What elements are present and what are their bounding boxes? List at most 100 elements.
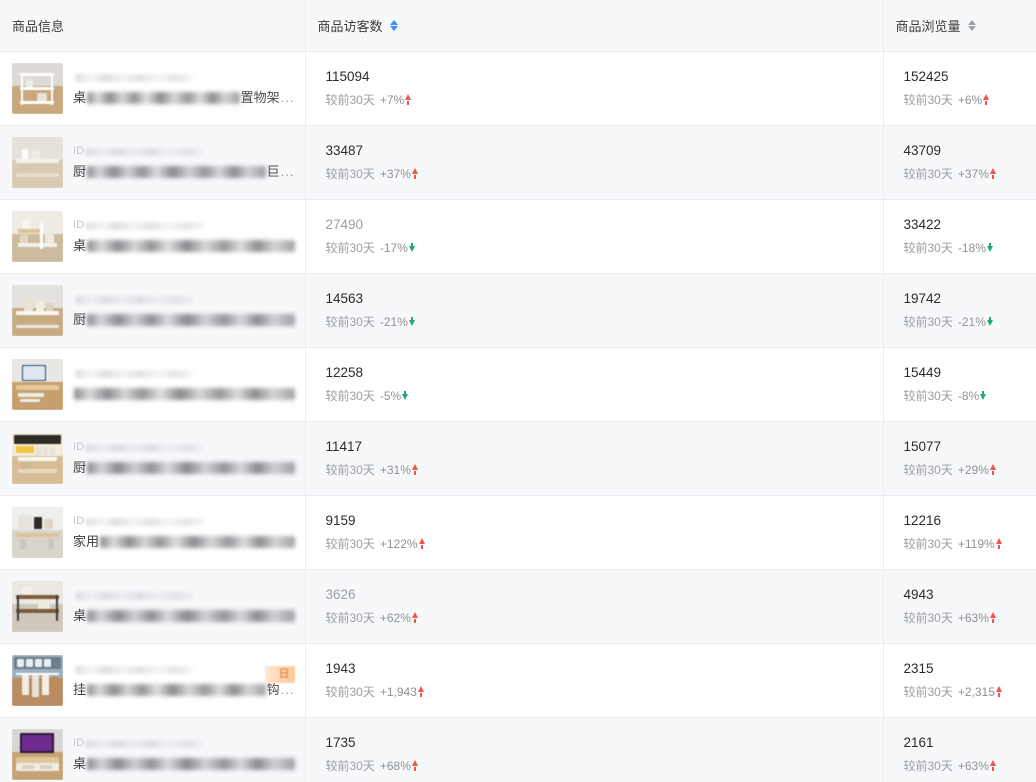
comparison-period-label: 较前30天 bbox=[325, 167, 375, 181]
product-pageviews-comparison: 较前30天 +6% bbox=[904, 93, 1036, 107]
delta-text: +63% bbox=[957, 611, 989, 625]
product-visitors-comparison: 较前30天 +68% bbox=[326, 759, 883, 773]
product-visitors-delta: +62% bbox=[380, 611, 418, 625]
comparison-period-label: 较前30天 bbox=[903, 93, 953, 107]
product-title-redacted bbox=[87, 166, 266, 178]
product-visitors-cell: 9159 较前30天 +122% bbox=[304, 495, 883, 570]
table-header-row: 商品信息 商品访客数 商品浏览量 bbox=[0, 0, 1036, 52]
product-thumbnail-closet-hanger[interactable] bbox=[12, 654, 63, 706]
comparison-period-label: 较前30天 bbox=[325, 537, 375, 551]
product-thumbnail-tv-cabinet[interactable] bbox=[12, 728, 63, 780]
product-id: ID bbox=[73, 442, 295, 453]
table-row[interactable]: ID 桌 27490 较前30天 -17% 33422 较前30天 -18% bbox=[0, 199, 1036, 274]
product-visitors: 115094 较前30天 +7% bbox=[306, 52, 883, 125]
trend-up-arrow-icon bbox=[983, 94, 990, 105]
comparison-period-label: 较前30天 bbox=[325, 93, 375, 107]
comparison-period-label: 较前30天 bbox=[903, 611, 953, 625]
delta-text: -17% bbox=[379, 241, 408, 255]
delta-text: +62% bbox=[379, 611, 411, 625]
product-id-redacted bbox=[86, 221, 205, 230]
product-visitors: 11417 较前30天 +31% bbox=[306, 422, 883, 495]
product-visitors-value: 11417 bbox=[325, 439, 363, 454]
product-pageviews: 152425 较前30天 +6% bbox=[884, 52, 1036, 125]
table-row[interactable]: ID 厨 巨... 33487 较前30天 +37% 43709 较前30天 +37% bbox=[0, 125, 1036, 200]
product-id-redacted bbox=[75, 369, 193, 378]
table-row[interactable]: 挂 钩... 日 1943 较前30天 +1,943 2315 较前30天 +2,315 bbox=[0, 643, 1036, 718]
product-pageviews-comparison: 较前30天 +63% bbox=[904, 759, 1036, 773]
trend-down-arrow-icon bbox=[408, 317, 415, 327]
product-visitors: 3626 较前30天 +62% bbox=[306, 570, 883, 643]
product-thumbnail-desk-organizer[interactable] bbox=[12, 210, 63, 262]
table-row[interactable]: 厨 14563 较前30天 -21% 19742 较前30天 -21% bbox=[0, 273, 1036, 348]
product-pageviews-value: 12216 bbox=[903, 513, 942, 528]
product-thumbnail-home-desk-shelf[interactable] bbox=[12, 506, 63, 558]
comparison-period-label: 较前30天 bbox=[325, 389, 375, 403]
product-title-lead: 桌 bbox=[73, 756, 87, 771]
product-pageviews-cell: 19742 较前30天 -21% bbox=[882, 273, 1036, 348]
product-id-redacted bbox=[86, 739, 205, 748]
product-info-cell bbox=[0, 347, 305, 422]
product-pageviews-delta: +29% bbox=[958, 463, 996, 477]
product-id: ID bbox=[73, 220, 295, 231]
product-title-redacted bbox=[87, 758, 295, 770]
column-header-product-info: 商品信息 bbox=[0, 0, 305, 52]
product-visitors: 33487 较前30天 +37% bbox=[306, 126, 883, 199]
column-header-pageviews[interactable]: 商品浏览量 bbox=[882, 0, 1036, 52]
product-title[interactable]: 桌 置物架... bbox=[73, 90, 295, 106]
product-title[interactable]: 桌 bbox=[73, 238, 295, 254]
product-thumbnail-white-shelf[interactable] bbox=[12, 62, 63, 114]
sort-updown-icon[interactable] bbox=[968, 19, 977, 31]
product-title-lead: 挂 bbox=[73, 682, 87, 697]
product-title[interactable]: 厨 巨... bbox=[73, 164, 295, 180]
product-thumbnail-metal-shelf[interactable] bbox=[12, 580, 63, 632]
table-row[interactable]: ID 厨 11417 较前30天 +31% 15077 较前30天 +29% bbox=[0, 421, 1036, 496]
product-visitors-delta: +1,943 bbox=[380, 685, 424, 699]
product-title-lead: 厨 bbox=[73, 460, 87, 475]
product-text bbox=[73, 366, 295, 402]
product-thumbnail-wood-counter-shelf[interactable] bbox=[12, 136, 63, 188]
trend-up-arrow-icon bbox=[418, 538, 425, 549]
product-id-prefix: ID bbox=[73, 441, 85, 453]
product-title-lead: 桌 bbox=[73, 238, 87, 253]
trend-up-arrow-icon bbox=[989, 168, 996, 179]
product-visitors: 12258 较前30天 -5% bbox=[306, 348, 883, 421]
comparison-period-label: 较前30天 bbox=[903, 241, 953, 255]
table-row[interactable]: 桌 3626 较前30天 +62% 4943 较前30天 +63% bbox=[0, 569, 1036, 644]
table-row[interactable]: ID 桌 1735 较前30天 +68% 2161 较前30天 +63% bbox=[0, 717, 1036, 782]
column-header-visitors[interactable]: 商品访客数 bbox=[304, 0, 883, 52]
product-id: ID bbox=[73, 146, 295, 157]
product-thumbnail-kitchen-shelf-poster[interactable] bbox=[12, 432, 63, 484]
title-truncation-ellipsis: ... bbox=[280, 164, 295, 179]
product-pageviews: 19742 较前30天 -21% bbox=[884, 274, 1036, 347]
trend-up-arrow-icon bbox=[989, 464, 996, 475]
product-id bbox=[73, 294, 295, 305]
status-badge: 日 bbox=[264, 666, 295, 683]
table-row[interactable]: ID 家用 9159 较前30天 +122% 12216 较前30天 +119% bbox=[0, 495, 1036, 570]
table-row[interactable]: 12258 较前30天 -5% 15449 较前30天 -8% bbox=[0, 347, 1036, 422]
product-title[interactable]: 挂 钩... 日 bbox=[73, 666, 295, 698]
product-title[interactable]: 厨 bbox=[73, 312, 295, 328]
product-title[interactable]: 桌 bbox=[73, 756, 295, 772]
product-visitors-value: 115094 bbox=[325, 69, 370, 84]
product-pageviews-delta: +119% bbox=[958, 537, 1002, 551]
product-thumbnail-monitor-stand[interactable] bbox=[12, 358, 63, 410]
product-visitors-delta: +31% bbox=[380, 463, 418, 477]
product-id bbox=[73, 72, 295, 83]
product-info: 挂 钩... 日 bbox=[0, 644, 305, 717]
table-row[interactable]: 桌 置物架... 115094 较前30天 +7% 152425 较前30天 +6% bbox=[0, 51, 1036, 126]
product-pageviews-cell: 33422 较前30天 -18% bbox=[882, 199, 1036, 274]
sort-updown-icon[interactable] bbox=[390, 19, 399, 31]
product-pageviews-comparison: 较前30天 +37% bbox=[904, 167, 1036, 181]
product-thumbnail-kitchen-rack[interactable] bbox=[12, 284, 63, 336]
product-title[interactable]: 家用 bbox=[73, 534, 295, 550]
product-id-redacted bbox=[86, 517, 205, 526]
delta-text: +63% bbox=[957, 759, 989, 773]
comparison-period-label: 较前30天 bbox=[325, 241, 375, 255]
product-id-redacted bbox=[75, 591, 193, 600]
product-id-redacted bbox=[75, 295, 193, 304]
trend-up-arrow-icon bbox=[411, 464, 418, 475]
product-title[interactable]: 厨 bbox=[73, 460, 295, 476]
product-title[interactable]: 桌 bbox=[73, 608, 295, 624]
product-title[interactable] bbox=[73, 386, 295, 402]
